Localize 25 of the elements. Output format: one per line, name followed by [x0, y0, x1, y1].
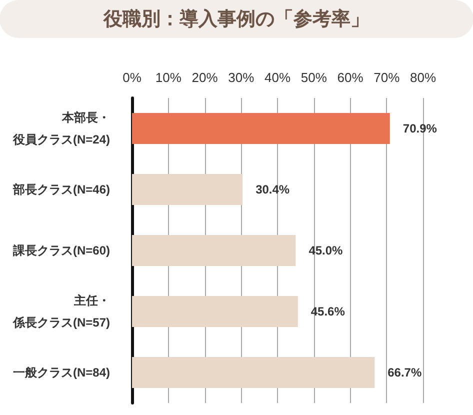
y-tick-label: 一般クラス(N=84)	[12, 366, 110, 380]
bar	[132, 113, 390, 144]
data-label: 45.0%	[308, 244, 344, 258]
x-tick-label: 70%	[374, 70, 400, 85]
y-tick-label: 課長クラス(N=60)	[12, 244, 110, 258]
y-tick-label: 部長クラス(N=46)	[12, 182, 110, 196]
x-tick-label: 40%	[264, 70, 291, 85]
y-tick-label: 主任・係長クラス(N=57)	[12, 294, 110, 330]
x-tick-label: 30%	[228, 70, 255, 85]
bar	[132, 235, 296, 266]
x-tick-label: 60%	[337, 70, 364, 85]
bar	[132, 174, 243, 205]
x-tick-label: 10%	[155, 70, 182, 85]
bar	[132, 296, 298, 327]
x-tick-label: 20%	[192, 70, 218, 85]
x-tick-label: 50%	[300, 70, 328, 85]
bar	[132, 357, 375, 388]
data-label: 30.4%	[256, 182, 290, 196]
y-tick-label: 本部長・役員クラス(N=24)	[12, 110, 110, 146]
data-label: 45.6%	[310, 304, 346, 318]
x-tick-label: 0%	[122, 70, 142, 85]
data-label: 70.9%	[402, 122, 438, 136]
data-label: 66.7%	[388, 366, 422, 380]
x-tick-label: 80%	[410, 70, 436, 85]
chart-title: 役職別：導入事例の「参考率」	[102, 8, 370, 30]
